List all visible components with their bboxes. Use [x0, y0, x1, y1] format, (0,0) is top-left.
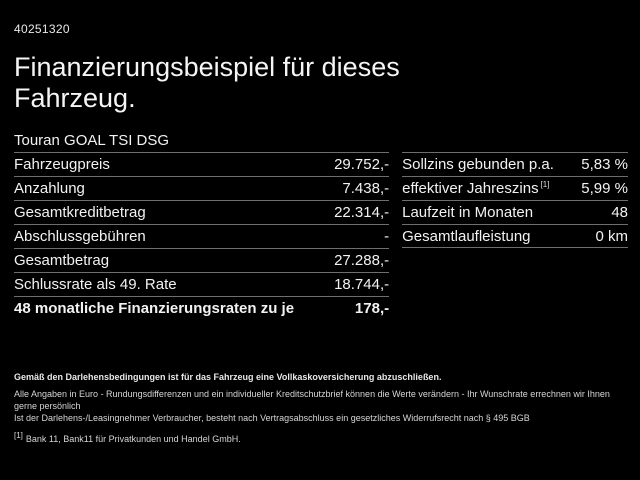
table-row-fahrzeugpreis: Fahrzeugpreis 29.752,- [14, 152, 390, 176]
table-row-gesamtbetrag: Gesamtbetrag 27.288,- [14, 248, 390, 272]
row-value: 29.752,- [334, 156, 390, 173]
row-value: 5,99 % [581, 180, 628, 197]
row-value: - [384, 228, 390, 245]
row-label: Abschlussgebühren [14, 228, 146, 245]
table-row-abschlussgebuehren: Abschlussgebühren - [14, 224, 390, 248]
bank-footnote: [1] Bank 11, Bank11 für Privatkunden und … [14, 431, 628, 445]
conditions-table: Sollzins gebunden p.a. 5,83 % effektiver… [402, 152, 628, 248]
table-row-laufzeit: Laufzeit in Monaten 48 [402, 200, 628, 224]
row-value: 48 [611, 204, 628, 221]
row-label: Gesamtlaufleistung [402, 227, 531, 245]
disclaimer-line-2: Ist der Darlehens-/Leasingnehmer Verbrau… [14, 413, 530, 423]
row-value: 7.438,- [342, 180, 390, 197]
finance-table: Fahrzeugpreis 29.752,- Anzahlung 7.438,-… [14, 152, 390, 320]
row-label: Fahrzeugpreis [14, 156, 110, 173]
row-label: Gesamtkreditbetrag [14, 204, 146, 221]
table-row-gesamtkreditbetrag: Gesamtkreditbetrag 22.314,- [14, 200, 390, 224]
footnote-text: Bank 11, Bank11 für Privatkunden und Han… [25, 434, 241, 444]
footnote-marker: [1] [540, 180, 550, 189]
table-row-monthly-rate-total: 48 monatliche Finanzierungsraten zu je 1… [14, 296, 390, 320]
page-title-line2: Fahrzeug. [14, 83, 136, 113]
row-value: 22.314,- [334, 204, 390, 221]
disclaimer-line-1: Alle Angaben in Euro - Rundungsdifferenz… [14, 389, 610, 411]
row-label: 48 monatliche Finanzierungsraten zu je [14, 300, 295, 317]
row-value: 5,83 % [581, 156, 628, 173]
row-value: 0 km [595, 227, 628, 245]
vehicle-name: Touran GOAL TSI DSG [14, 132, 170, 149]
table-row-effektiver-jahreszins: effektiver Jahreszins [1] 5,99 % [402, 176, 628, 200]
table-row-anzahlung: Anzahlung 7.438,- [14, 176, 390, 200]
page-title: Finanzierungsbeispiel für dieses Fahrzeu… [14, 52, 628, 114]
row-value: 178,- [354, 300, 390, 317]
table-row-gesamtlaufleistung: Gesamtlaufleistung 0 km [402, 224, 628, 248]
document-id: 40251320 [14, 22, 70, 36]
row-label: Gesamtbetrag [14, 252, 110, 269]
insurance-note: Gemäß den Darlehensbedingungen ist für d… [14, 372, 442, 382]
table-row-sollzins: Sollzins gebunden p.a. 5,83 % [402, 152, 628, 176]
row-label: Anzahlung [14, 180, 85, 197]
row-value: 18.744,- [334, 276, 390, 293]
table-row-schlussrate: Schlussrate als 49. Rate 18.744,- [14, 272, 390, 296]
finance-tables: Fahrzeugpreis 29.752,- Anzahlung 7.438,-… [14, 152, 628, 320]
footnote-marker: [1] [14, 431, 23, 440]
legal-footer: Gemäß den Darlehensbedingungen ist für d… [14, 372, 628, 444]
row-label: Schlussrate als 49. Rate [14, 276, 177, 293]
row-label: Sollzins gebunden p.a. [402, 156, 554, 173]
row-label: effektiver Jahreszins [1] [402, 180, 550, 197]
page-title-line1: Finanzierungsbeispiel für dieses [14, 52, 400, 82]
row-label: Laufzeit in Monaten [402, 204, 534, 221]
row-value: 27.288,- [334, 252, 390, 269]
